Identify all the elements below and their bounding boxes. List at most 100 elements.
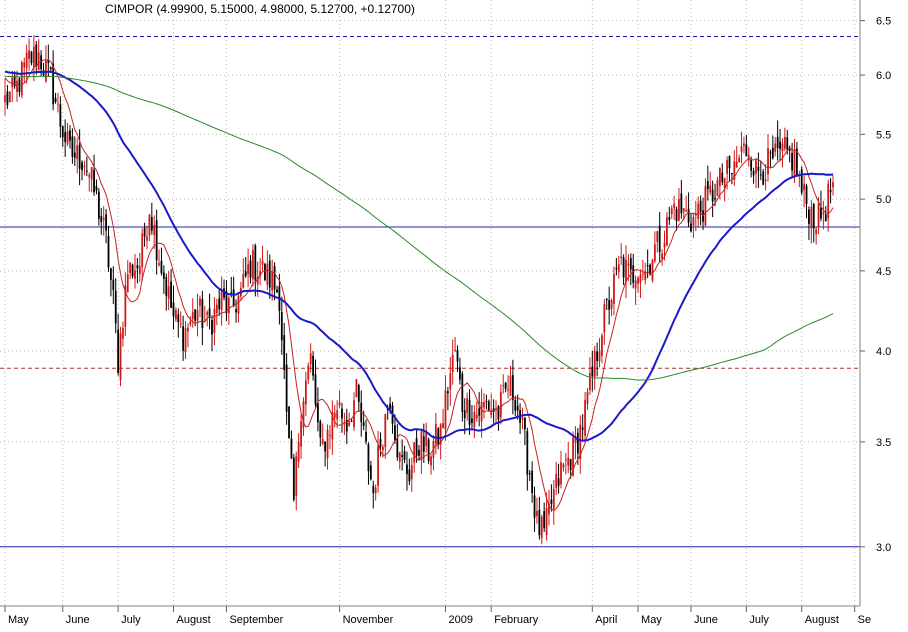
candle-body [194,309,197,321]
y-tick-label: 3.0 [876,542,891,554]
candle-body [750,160,753,171]
candle-body [398,452,401,462]
candle-body [593,350,596,378]
candle-body [627,263,630,266]
candle-body [271,272,274,291]
candle-body [567,457,570,466]
candle-body [425,432,428,447]
candle-body [625,259,627,283]
candle-body [35,44,38,67]
candle-body [584,400,586,436]
candle-body [764,179,767,182]
candle-body [663,242,666,248]
x-tick-label: April [595,614,617,626]
candle-body [622,257,625,278]
x-tick-label: June [694,614,718,626]
candle-body [16,80,18,92]
candle-body [367,444,370,472]
candle-body [114,290,117,324]
candle-body [304,380,307,405]
candle-body [723,178,726,189]
candle-body [199,298,201,306]
candle-body [555,473,558,489]
candle-body [514,399,517,411]
candle-body [579,424,582,460]
candle-body [480,401,483,422]
candle-body [134,270,136,279]
candle-body [776,136,779,149]
candle-body [759,174,762,176]
x-tick-label: June [66,614,90,626]
candle-body [211,320,213,335]
candle-body [507,389,509,391]
candle-body [170,281,172,308]
candle-body [576,432,579,454]
candle-body [475,414,478,419]
candle-body [420,431,423,461]
candle-body [483,402,485,408]
candle-body [410,465,413,480]
candle-body [653,244,656,262]
candle-body [666,217,668,246]
candle-body [788,147,791,151]
candle-body [64,132,67,142]
candle-body [227,297,230,314]
candle-body [752,170,755,176]
candle-body [605,298,608,300]
candle-body [702,210,704,222]
candle-body [444,390,447,430]
candle-body [107,235,110,268]
candle-body [454,350,457,352]
y-tick-label: 5.5 [876,129,891,141]
candle-body [738,157,741,163]
candle-body [637,277,639,284]
x-tick-label: July [749,614,769,626]
candle-body [81,162,83,171]
candle-body [309,353,312,365]
candle-body [682,208,685,212]
candle-body [456,350,459,362]
candle-body [569,458,572,470]
candle-body [254,245,257,281]
candle-body [348,421,351,427]
candle-body [490,410,493,416]
candle-body [333,412,336,418]
candle-body [23,62,26,68]
candle-body [690,223,692,232]
candle-body [196,310,199,321]
candle-body [548,503,550,515]
moving-average-line [4,59,834,512]
candle-body [384,414,387,448]
candle-body [533,495,536,518]
y-tick-label: 5.0 [876,194,891,206]
candle-body [136,265,139,269]
candle-body [651,260,654,281]
candle-body [552,489,555,510]
candle-body [129,262,132,273]
candle-body [779,141,781,149]
y-tick-label: 6.5 [876,16,891,28]
candle-body [499,391,502,418]
candle-body [437,428,440,445]
candle-body [11,77,14,88]
candle-body [487,401,490,412]
candle-body [28,50,30,59]
candle-body [365,431,367,442]
candle-body [463,410,466,419]
candle-body [661,253,664,259]
candle-body [560,462,562,485]
candle-body [314,374,317,405]
candle-body [280,312,283,341]
axes: 3.0 3.5 4.0 4.5 5.0 5.5 6.0 6.5 May June July Augus… [0,0,891,626]
candle-body [52,63,55,105]
candle-body [93,169,95,193]
candle-body [771,147,774,159]
candle-body [726,159,728,174]
candle-body [189,321,192,325]
x-tick-label: May [8,614,29,626]
candle-body [755,160,757,174]
candle-body [502,384,505,387]
candle-body [613,274,615,305]
candle-body [728,156,731,169]
